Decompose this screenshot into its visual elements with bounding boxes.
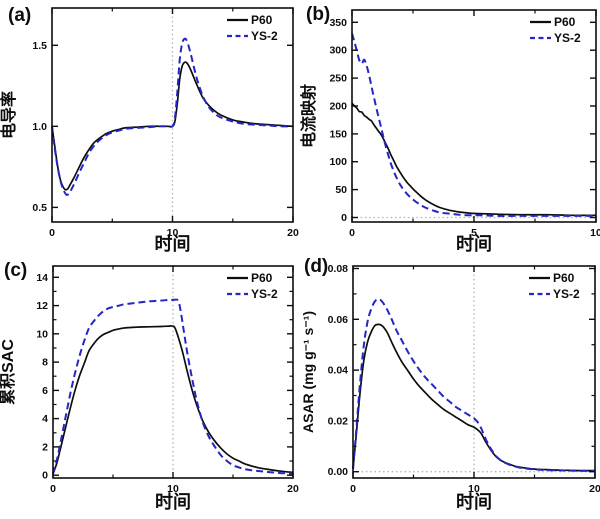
y-tick-label: 2 <box>42 441 48 453</box>
panel-a: (a) 0 10 20 0.5 1.0 1.5 时间 电导率 P60 YS-2 <box>0 0 300 254</box>
y-tick-label: 8 <box>42 357 48 369</box>
y-tick-label: 12 <box>36 300 48 312</box>
y-tick-label: 0 <box>341 212 347 224</box>
x-tick-label: 10 <box>590 227 600 239</box>
y-tick-label: 0.06 <box>328 314 349 326</box>
y-tick-label: 4 <box>42 413 48 425</box>
panel-c-chart: 0 10 20 0 2 4 6 8 10 12 14 时间 累积SAC P60 YS-2 <box>0 265 299 512</box>
y-tick-label: 0.08 <box>328 263 349 275</box>
y-tick-label: 300 <box>329 45 347 57</box>
x-axis-label: 时间 <box>155 234 191 254</box>
x-tick-label: 20 <box>287 483 299 495</box>
series-line-P60 <box>352 323 596 472</box>
x-axis-label: 时间 <box>155 492 191 512</box>
series-line-YS-2 <box>352 298 595 472</box>
panel-d: (d) 0 10 20 0.00 0.02 0.04 0.06 0.08 时间 ASAR (mg … <box>300 254 600 519</box>
y-tick-label: 0.5 <box>32 202 47 214</box>
panel-d-label: (d) <box>304 256 329 277</box>
panel-b: (b) 0 5 10 0 50 100 150 200 250 300 350 时间 电流映射 P60 YS… <box>300 0 600 254</box>
legend-label: YS-2 <box>553 287 580 301</box>
series-line-P60 <box>351 102 597 217</box>
legend-label: YS-2 <box>554 31 581 45</box>
x-tick-label: 0 <box>49 227 55 239</box>
series-line-YS-2 <box>351 33 597 217</box>
y-tick-label: 0.00 <box>328 466 349 478</box>
y-tick-label: 1.0 <box>32 121 47 133</box>
y-axis-label: 电导率 <box>0 91 18 139</box>
legend-label: P60 <box>553 271 575 285</box>
panel-c-label: (c) <box>4 260 28 281</box>
x-tick-label: 5 <box>471 227 477 239</box>
x-axis-label: 时间 <box>456 492 492 512</box>
y-tick-label: 0 <box>42 470 48 482</box>
y-tick-label: 350 <box>329 17 347 29</box>
x-tick-label: 0 <box>350 483 356 495</box>
panel-a-label: (a) <box>8 5 32 26</box>
y-tick-label: 0.04 <box>328 365 349 377</box>
series-line-YS-2 <box>51 37 294 196</box>
legend-label: P60 <box>251 271 273 285</box>
y-tick-label: 1.5 <box>32 40 47 52</box>
y-tick-label: 10 <box>36 328 48 340</box>
panel-a-chart: 0 10 20 0.5 1.0 1.5 时间 电导率 P60 YS-2 <box>0 7 299 254</box>
x-tick-label: 0 <box>349 227 355 239</box>
panel-d-chart: 0 10 20 0.00 0.02 0.04 0.06 0.08 时间 ASAR (mg g⁻¹ … <box>300 263 600 512</box>
legend-label: P60 <box>554 15 576 29</box>
series-line-YS-2 <box>52 298 294 475</box>
y-tick-label: 200 <box>329 101 347 113</box>
y-tick-label: 14 <box>36 272 48 284</box>
legend-label: P60 <box>251 13 273 27</box>
x-tick-label: 20 <box>589 483 600 495</box>
x-tick-label: 10 <box>468 483 480 495</box>
y-axis-label: 电流映射 <box>300 84 318 148</box>
y-tick-label: 50 <box>335 184 347 196</box>
legend-label: YS-2 <box>251 287 278 301</box>
y-axis-label: 累积SAC <box>0 339 17 405</box>
legend-label: YS-2 <box>251 29 278 43</box>
y-tick-label: 250 <box>329 73 347 85</box>
x-tick-label: 10 <box>167 227 179 239</box>
x-tick-label: 20 <box>287 227 299 239</box>
panel-b-label: (b) <box>306 4 331 25</box>
panel-c: (c) 0 10 20 0 2 4 6 8 10 12 14 时间 累积SAC P60 YS-2 <box>0 254 300 519</box>
y-tick-label: 6 <box>42 385 48 397</box>
y-axis-label: ASAR (mg g⁻¹ s⁻¹) <box>300 311 316 433</box>
y-tick-label: 100 <box>329 156 347 168</box>
y-tick-label: 0.02 <box>328 415 349 427</box>
x-tick-label: 10 <box>167 483 179 495</box>
x-axis-label: 时间 <box>456 234 492 254</box>
y-tick-label: 150 <box>329 128 347 140</box>
x-tick-label: 0 <box>50 483 56 495</box>
series-line-P60 <box>52 325 294 475</box>
